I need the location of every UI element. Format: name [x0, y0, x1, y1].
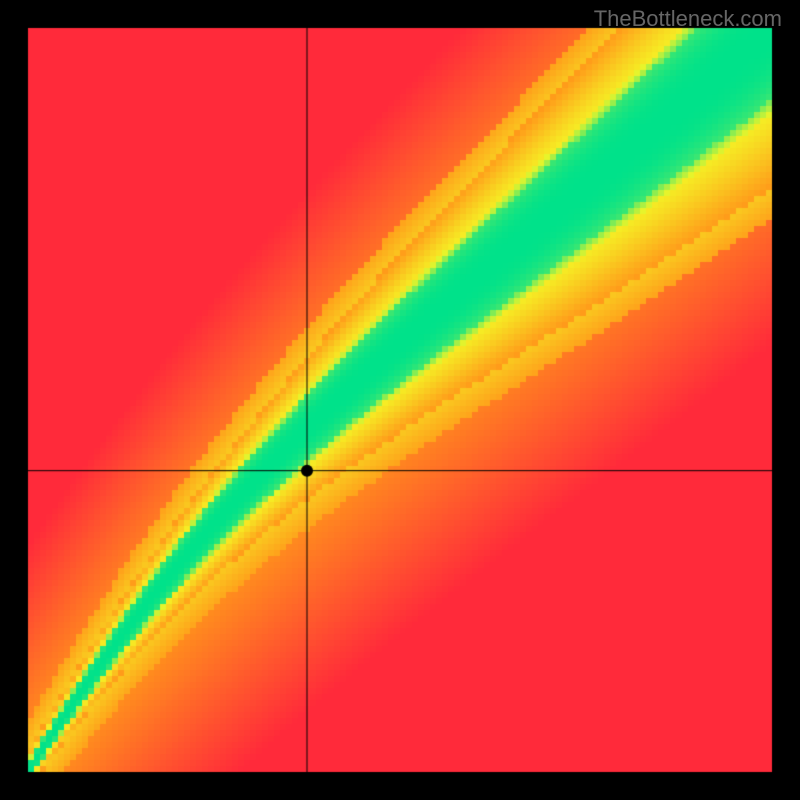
chart-container: TheBottleneck.com: [0, 0, 800, 800]
watermark-text: TheBottleneck.com: [594, 6, 782, 32]
bottleneck-heatmap: [0, 0, 800, 800]
